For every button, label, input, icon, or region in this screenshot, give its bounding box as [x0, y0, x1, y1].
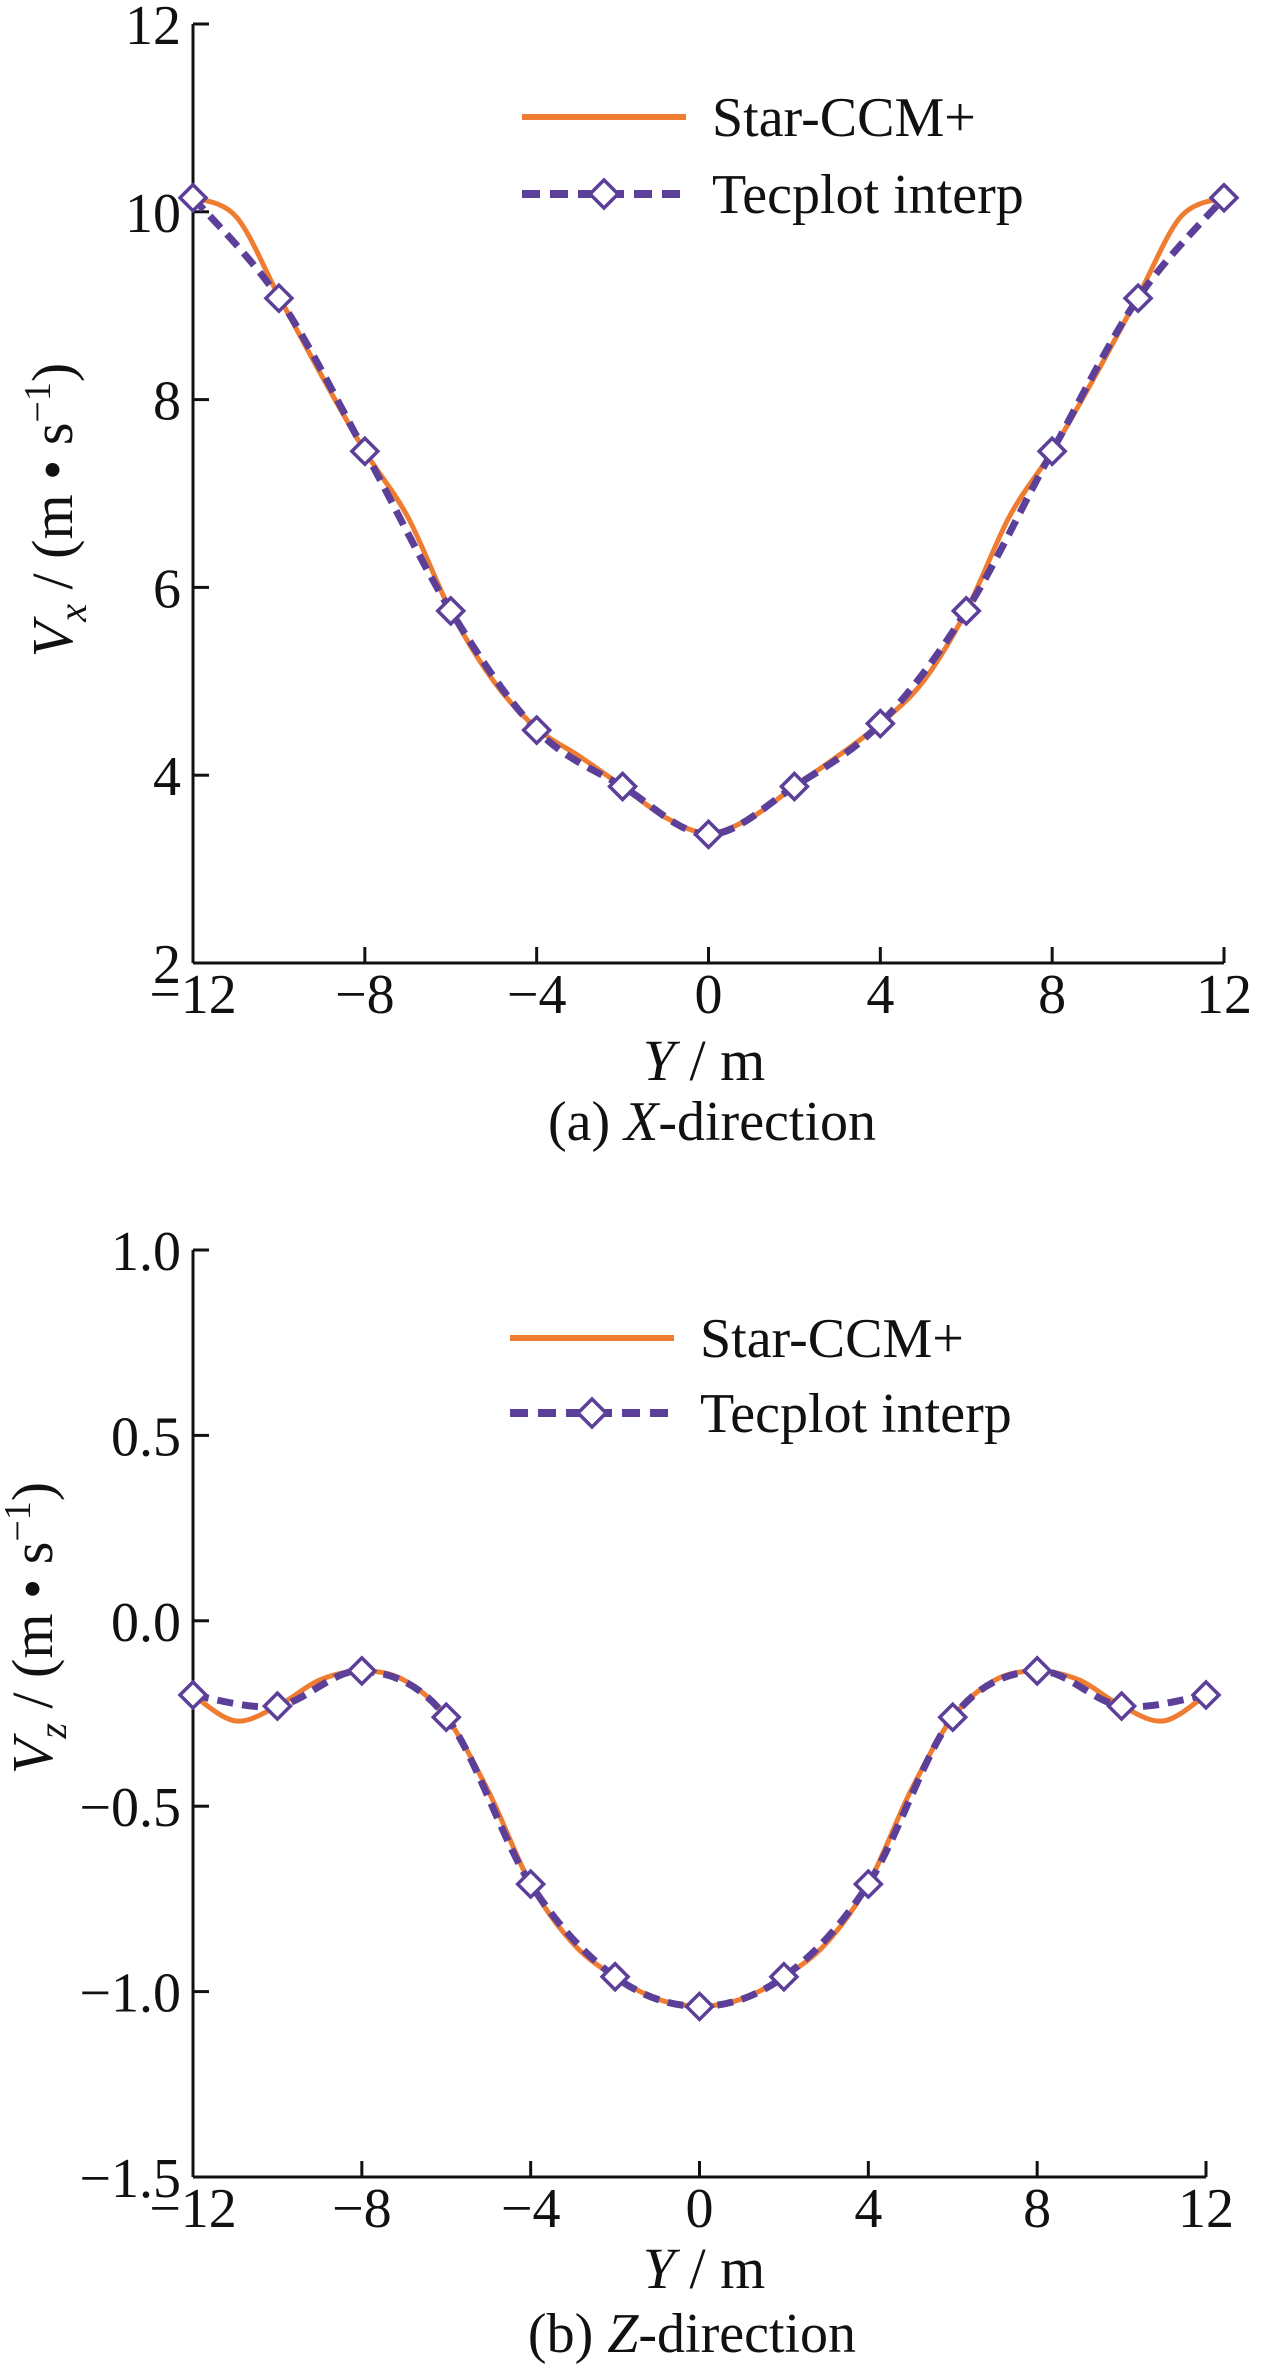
panel-a-legend: Star-CCM+ Tecplot interp	[522, 87, 1024, 226]
panel-b-y-tick-label: 0.5	[111, 1406, 181, 1468]
panel-b-y-tick-label: 0.0	[111, 1592, 181, 1654]
panel-b-y-tick-label: −1.5	[79, 2148, 181, 2210]
panel-b-y-tick-label: −1.0	[79, 1963, 181, 2025]
panel-b-series-tecplot-interp-marker	[852, 1868, 884, 1900]
panel-a-series-tecplot-interp-marker	[435, 595, 467, 627]
panel-b-series-tecplot-interp-marker	[1106, 1690, 1138, 1722]
legend-star-ccm-label: Star-CCM+	[700, 1308, 964, 1370]
panel-b-x-tick-label: −4	[501, 2178, 561, 2240]
panel-a-x-tick-label: −12	[149, 964, 237, 1026]
panel-a-series-tecplot-interp-marker	[778, 770, 810, 802]
panel-b-y-tick-label: −0.5	[79, 1777, 181, 1839]
legend-tecplot-label: Tecplot interp	[700, 1383, 1012, 1445]
panel-b-y-axis-label: Vz / (m • s−1)	[0, 1482, 75, 1774]
panel-a-series-tecplot-interp-marker	[349, 435, 381, 467]
panel-a-series-tecplot-interp-marker	[607, 770, 639, 802]
panel-b-x-tick-label: 8	[1023, 2178, 1051, 2240]
panel-b-x-tick-label: −8	[332, 2178, 392, 2240]
legend-tecplot-marker	[587, 177, 621, 211]
panel-b-series-tecplot-interp-marker	[1021, 1655, 1053, 1687]
panel-b-x-tick-label: 12	[1178, 2178, 1234, 2240]
panel-a-series-tecplot-interp-marker	[1122, 282, 1154, 314]
panel-b-series-tecplot-interp-marker	[684, 1990, 715, 2022]
panel-a-x-tick-label: −8	[335, 964, 395, 1026]
panel-a-series-tecplot-interp-marker	[1208, 182, 1240, 214]
panel-b-series-star-ccm-line	[191, 1668, 1208, 2009]
panel-b-series-tecplot-interp-line	[192, 1667, 1207, 2010]
panel-b-x-tick-label: −12	[149, 2178, 237, 2240]
panel-b-legend: Star-CCM+ Tecplot interp	[510, 1308, 1012, 1445]
panel-a-x-direction: 2 4 6 8 10 12 −12 −8 −4 0 4 8 12 Star-CCM+ Tecplot i…	[17, 0, 1252, 1153]
panel-b-series-tecplot-interp-marker	[430, 1701, 462, 1733]
panel-a-x-tick-label: −4	[507, 964, 567, 1026]
panel-b-caption: (b) Z-direction	[528, 2303, 856, 2365]
panel-a-y-tick-label: 12	[125, 0, 181, 57]
panel-a-y-tick-label: 10	[125, 183, 181, 245]
panel-a-series-tecplot-interp-marker	[521, 714, 553, 746]
panel-a-series-tecplot-interp-marker	[177, 182, 209, 214]
panel-a-caption: (a) X-direction	[548, 1091, 876, 1153]
panel-a-y-tick-label: 2	[153, 934, 181, 996]
legend-tecplot-label: Tecplot interp	[712, 164, 1024, 226]
panel-a-x-tick-label: 12	[1196, 964, 1252, 1026]
panel-b-x-tick-label: 4	[854, 2178, 882, 2240]
panel-a-x-tick-label: 0	[695, 964, 723, 1026]
panel-a-y-tick-label: 6	[153, 558, 181, 620]
panel-a-series-tecplot-interp-marker	[693, 818, 724, 850]
panel-a-plot-area: 2 4 6 8 10 12 −12 −8 −4 0 4 8 12	[125, 0, 1252, 1026]
panel-b-series-tecplot-interp-marker	[515, 1868, 547, 1900]
panel-a-series-tecplot-interp-marker	[950, 595, 982, 627]
panel-b-series-tecplot-interp-marker	[346, 1655, 378, 1687]
panel-a-x-tick-label: 4	[866, 964, 894, 1026]
panel-b-series-tecplot-interp-marker	[937, 1701, 969, 1733]
panel-a-series-tecplot-interp-marker	[864, 708, 896, 740]
panel-b-series-tecplot-interp-marker	[177, 1679, 209, 1711]
panel-a-y-axis-label: Vx / (m • s−1)	[17, 363, 95, 657]
panel-a-x-axis-label: Y / m	[643, 1028, 766, 1093]
panel-b-y-tick-label: 1.0	[111, 1221, 181, 1283]
panel-a-series-tecplot-interp-marker	[263, 282, 295, 314]
panel-b-series-tecplot-interp-marker	[1190, 1679, 1222, 1711]
panel-b-series-tecplot-interp-marker	[599, 1961, 631, 1993]
panel-a-series-tecplot-interp-line	[190, 195, 1227, 838]
panel-b-x-axis-label: Y / m	[643, 2236, 766, 2301]
panel-b-series-tecplot-interp-marker	[261, 1690, 293, 1722]
panel-a-series-tecplot-interp-marker	[1036, 435, 1068, 467]
panel-a-y-tick-label: 4	[153, 746, 181, 808]
panel-b-series-tecplot-interp-marker	[768, 1961, 800, 1993]
panel-a-y-tick-label: 8	[153, 371, 181, 433]
panel-b-plot-area: −1.5 −1.0 −0.5 0.0 0.5 1.0 −12 −8 −4 0 4 8 12	[79, 1221, 1234, 2240]
legend-star-ccm-label: Star-CCM+	[712, 87, 976, 149]
panel-b-z-direction: −1.5 −1.0 −0.5 0.0 0.5 1.0 −12 −8 −4 0 4 8 12 Star-C…	[0, 1221, 1234, 2365]
panel-b-x-tick-label: 0	[686, 2178, 714, 2240]
panel-a-series-star-ccm-line	[192, 195, 1225, 836]
legend-tecplot-marker	[575, 1396, 609, 1430]
panel-a-x-tick-label: 8	[1038, 964, 1066, 1026]
